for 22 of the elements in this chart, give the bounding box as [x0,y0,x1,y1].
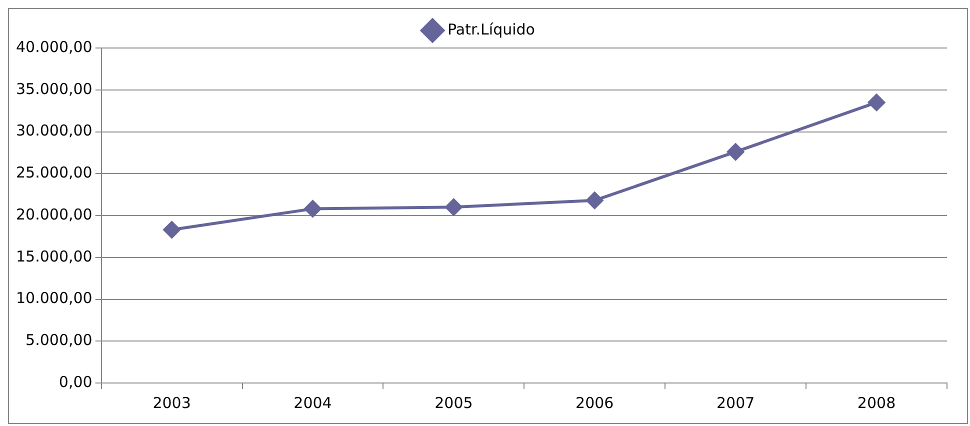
point [304,200,322,218]
point [727,143,744,160]
y-tick-label: 40.000,00 [16,38,92,56]
y-tick-label: 10.000,00 [16,289,92,308]
y-tick-label: 0,00 [58,372,92,391]
y-tick-label: 30.000,00 [16,122,92,140]
point [163,221,180,238]
y-tick-label: 35.000,00 [16,80,92,98]
y-tick-label: 20.000,00 [16,205,92,224]
x-tick-label: 2003 [152,394,191,412]
x-tick-label: 2006 [576,394,614,412]
y-tick-label: 25.000,00 [16,164,92,182]
point [868,94,886,111]
x-tick-label: 2004 [294,394,332,412]
point [445,198,462,216]
x-tick-label: 2007 [716,394,755,412]
x-tick-label: 2008 [857,394,896,412]
legend-label: Patr.Líquido [448,20,535,38]
y-tick-label: 5.000,00 [26,331,92,350]
y-tick-label: 15.000,00 [16,247,92,266]
x-tick-label: 2005 [434,394,473,412]
point [586,192,604,209]
